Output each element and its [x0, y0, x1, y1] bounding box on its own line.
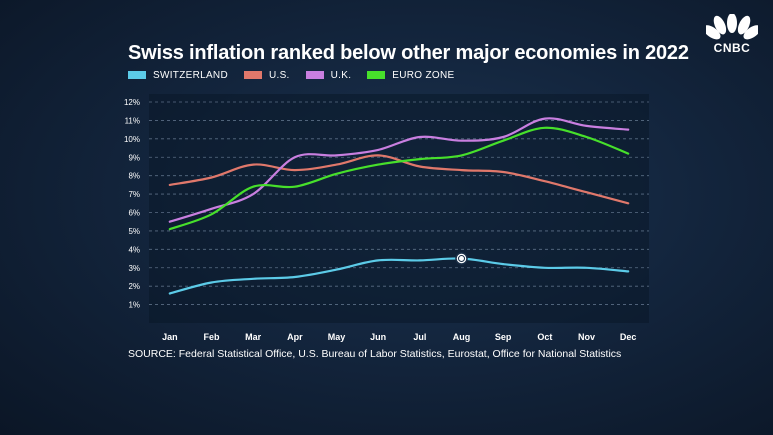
legend-item-uk: U.K. [305, 69, 352, 81]
y-tick-label: 8% [128, 172, 140, 181]
legend-label-uk: U.K. [330, 69, 352, 81]
chart-title: Swiss inflation ranked below other major… [128, 42, 689, 64]
y-tick-label: 2% [128, 282, 140, 291]
series-line-us [168, 154, 630, 205]
y-tick-label: 9% [128, 153, 140, 162]
x-tick-label: Jan [162, 332, 178, 342]
y-tick-label: 7% [128, 190, 140, 199]
y-tick-label: 6% [128, 209, 140, 218]
cnbc-peacock-logo [706, 14, 758, 40]
x-tick-label: Mar [245, 332, 262, 342]
series-line-uk [168, 117, 630, 223]
legend-label-euro-zone: EURO ZONE [392, 69, 455, 81]
series-line-euro-zone [168, 126, 630, 231]
x-tick-label: May [328, 332, 346, 342]
x-tick-label: Oct [537, 332, 552, 342]
x-tick-label: Feb [203, 332, 220, 342]
legend-label-us: U.S. [268, 69, 290, 81]
x-tick-label: Jul [413, 332, 426, 342]
legend-item-euro-zone: EURO ZONE [367, 70, 454, 81]
x-tick-label: Dec [620, 332, 637, 342]
legend-swatch-us [243, 71, 262, 79]
series-line-switzerland [168, 257, 630, 295]
y-tick-label: 4% [128, 245, 140, 254]
plot-area [149, 94, 649, 323]
y-tick-label: 11% [125, 116, 140, 125]
x-tick-label: Nov [578, 332, 595, 342]
y-tick-label: 10% [124, 135, 140, 144]
y-tick-label: 1% [128, 301, 140, 310]
cnbc-logo-text: CNBC [713, 41, 751, 55]
y-tick-label: 5% [128, 227, 140, 236]
x-tick-label: Jun [370, 332, 386, 342]
legend-swatch-switzerland [128, 71, 146, 79]
x-tick-label: Sep [495, 332, 512, 342]
x-tick-label: Apr [287, 332, 303, 342]
x-tick-label: Aug [453, 332, 471, 342]
y-tick-label: 3% [128, 264, 140, 273]
y-tick-label: 12% [124, 98, 140, 107]
legend-label-switzerland: SWITZERLAND [153, 69, 228, 81]
highlight-marker-inner [458, 255, 465, 263]
legend-item-switzerland: SWITZERLAND [128, 70, 228, 81]
legend-item-us: U.S. [243, 69, 290, 81]
legend-swatch-uk [305, 71, 324, 79]
chart-legend: SWITZERLAND U.S. U.K. EURO ZONE [128, 68, 454, 82]
legend-swatch-euro-zone [367, 71, 386, 79]
source-note: SOURCE: Federal Statistical Office, U.S.… [128, 348, 622, 360]
